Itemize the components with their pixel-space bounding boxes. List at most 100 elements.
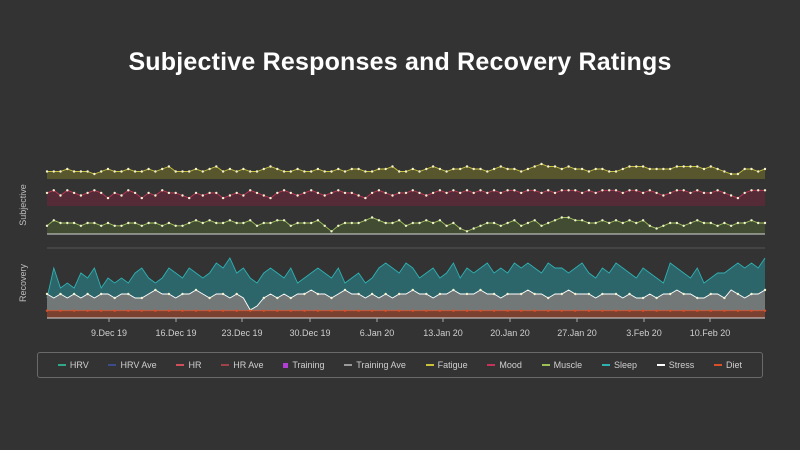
legend-item-sleep[interactable]: Sleep — [601, 360, 637, 370]
point-stress — [438, 292, 442, 296]
point-mood — [215, 191, 218, 195]
point-muscle — [492, 221, 496, 225]
point-muscle — [580, 219, 584, 222]
area-mood — [47, 190, 765, 206]
point-fatigue — [72, 170, 76, 173]
point-fatigue — [513, 167, 516, 171]
point-muscle — [662, 224, 665, 227]
point-diet — [303, 309, 306, 312]
point-fatigue — [696, 165, 699, 168]
point-mood — [628, 189, 631, 192]
point-stress — [100, 292, 103, 296]
point-stress — [330, 296, 333, 300]
point-fatigue — [188, 170, 191, 173]
point-fatigue — [614, 170, 618, 173]
point-muscle — [465, 230, 469, 233]
point-diet — [86, 309, 89, 312]
point-fatigue — [641, 165, 645, 168]
point-diet — [330, 309, 333, 312]
legend-item-hr-ave[interactable]: HR Ave — [221, 360, 264, 370]
point-mood — [648, 189, 651, 192]
point-mood — [303, 191, 306, 195]
point-fatigue — [323, 170, 326, 173]
legend-item-hrv[interactable]: HRV — [57, 360, 89, 370]
point-fatigue — [587, 170, 591, 173]
point-fatigue — [289, 170, 292, 173]
legend-item-diet[interactable]: Diet — [714, 360, 742, 370]
point-mood — [343, 191, 347, 195]
point-fatigue — [404, 170, 408, 173]
point-fatigue — [459, 167, 462, 171]
point-mood — [289, 191, 292, 195]
point-muscle — [215, 221, 218, 225]
point-muscle — [479, 224, 482, 227]
point-muscle — [228, 219, 232, 222]
legend-item-hrv-ave[interactable]: HRV Ave — [108, 360, 157, 370]
point-fatigue — [235, 170, 238, 173]
point-fatigue — [608, 170, 611, 173]
point-muscle — [269, 221, 272, 225]
point-muscle — [221, 221, 225, 225]
point-fatigue — [79, 170, 83, 173]
point-fatigue — [750, 167, 753, 171]
legend-label: HRV — [69, 360, 89, 370]
point-mood — [675, 189, 679, 192]
point-stress — [533, 292, 536, 296]
point-stress — [140, 296, 143, 300]
point-muscle — [404, 224, 408, 227]
legend-item-mood[interactable]: Mood — [487, 360, 522, 370]
point-diet — [154, 309, 157, 312]
point-stress — [614, 292, 618, 296]
point-diet — [682, 309, 685, 312]
point-fatigue — [120, 170, 123, 173]
point-muscle — [79, 224, 83, 227]
point-mood — [472, 191, 475, 195]
legend-item-training-ave[interactable]: Training Ave — [344, 360, 406, 370]
point-fatigue — [594, 167, 597, 171]
point-mood — [750, 189, 753, 192]
point-muscle — [106, 221, 110, 225]
point-diet — [411, 309, 414, 312]
point-muscle — [377, 219, 381, 222]
point-stress — [696, 296, 699, 300]
legend-swatch — [601, 364, 610, 366]
point-stress — [425, 292, 428, 296]
legend-item-stress[interactable]: Stress — [656, 360, 694, 370]
panel-label-subjective: Subjective — [18, 184, 28, 226]
legend-item-hr[interactable]: HR — [176, 360, 201, 370]
point-fatigue — [418, 170, 421, 173]
point-muscle — [709, 221, 712, 225]
point-fatigue — [377, 167, 381, 171]
point-fatigue — [391, 165, 394, 168]
point-fatigue — [547, 165, 550, 168]
point-fatigue — [100, 170, 103, 173]
point-diet — [628, 309, 631, 312]
point-diet — [750, 309, 753, 312]
point-fatigue — [364, 170, 367, 173]
legend-item-muscle[interactable]: Muscle — [541, 360, 582, 370]
point-mood — [540, 191, 543, 195]
point-stress — [628, 292, 631, 296]
point-diet — [208, 309, 211, 312]
point-diet — [614, 309, 618, 312]
point-muscle — [174, 224, 177, 227]
point-mood — [113, 191, 116, 195]
point-muscle — [445, 224, 448, 227]
legend-item-fatigue[interactable]: Fatigue — [425, 360, 468, 370]
point-mood — [560, 189, 563, 192]
point-fatigue — [526, 167, 530, 171]
point-fatigue — [553, 165, 557, 168]
point-mood — [249, 189, 252, 192]
point-fatigue — [635, 165, 638, 168]
point-diet — [357, 309, 360, 312]
point-diet — [262, 309, 265, 312]
point-fatigue — [567, 165, 570, 168]
point-muscle — [276, 219, 279, 222]
point-mood — [729, 194, 733, 197]
point-muscle — [499, 224, 502, 227]
point-stress — [235, 292, 238, 296]
point-diet — [289, 309, 292, 312]
legend-item-training[interactable]: Training — [283, 360, 325, 370]
area-diet — [47, 310, 765, 318]
point-fatigue — [242, 167, 245, 171]
